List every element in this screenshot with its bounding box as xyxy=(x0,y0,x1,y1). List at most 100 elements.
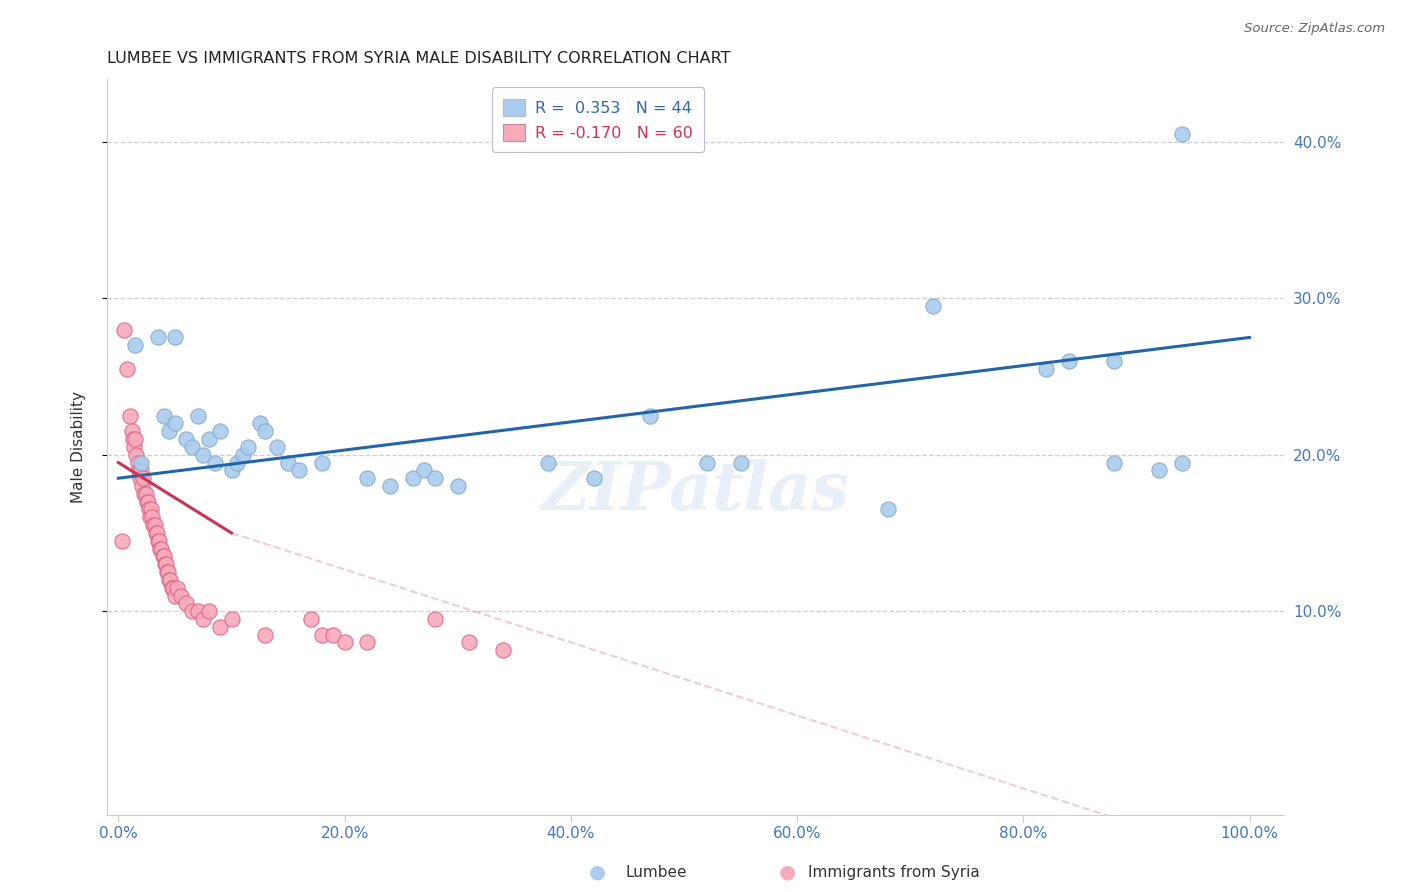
Point xyxy=(412,463,434,477)
Point xyxy=(198,432,221,446)
Point xyxy=(121,425,143,439)
Legend: R =  0.353   N = 44, R = -0.170   N = 60: R = 0.353 N = 44, R = -0.170 N = 60 xyxy=(492,87,704,153)
Point xyxy=(1035,361,1057,376)
Point xyxy=(1171,127,1194,141)
Point xyxy=(254,627,277,641)
Point xyxy=(1171,456,1194,470)
Point xyxy=(145,525,167,540)
Text: ●: ● xyxy=(589,863,606,882)
Point xyxy=(150,541,173,556)
Point xyxy=(128,471,150,485)
Point xyxy=(187,604,209,618)
Point xyxy=(117,361,139,376)
Text: ●: ● xyxy=(779,863,796,882)
Point xyxy=(131,479,153,493)
Point xyxy=(122,440,145,454)
Point xyxy=(311,627,333,641)
Point xyxy=(1147,463,1170,477)
Point xyxy=(163,330,186,344)
Point xyxy=(166,581,188,595)
Point xyxy=(146,525,169,540)
Point xyxy=(142,518,165,533)
Point xyxy=(1102,354,1125,368)
Text: Immigrants from Syria: Immigrants from Syria xyxy=(808,865,980,880)
Point xyxy=(139,510,162,524)
Point xyxy=(277,456,299,470)
Point xyxy=(180,440,202,454)
Point xyxy=(356,471,378,485)
Point xyxy=(204,456,226,470)
Point xyxy=(135,494,157,508)
Point xyxy=(132,471,155,485)
Point xyxy=(492,643,515,657)
Point xyxy=(696,456,718,470)
Point xyxy=(141,510,163,524)
Point xyxy=(401,471,423,485)
Point xyxy=(174,596,197,610)
Point xyxy=(447,479,470,493)
Point xyxy=(155,558,177,572)
Point xyxy=(127,456,149,470)
Point xyxy=(458,635,481,649)
Point xyxy=(149,541,172,556)
Point xyxy=(148,533,170,548)
Point xyxy=(1102,456,1125,470)
Point xyxy=(288,463,311,477)
Point xyxy=(160,581,183,595)
Point xyxy=(232,448,254,462)
Text: Lumbee: Lumbee xyxy=(626,865,688,880)
Point xyxy=(322,627,344,641)
Point xyxy=(124,338,146,352)
Point xyxy=(152,549,174,564)
Point xyxy=(135,487,157,501)
Point xyxy=(249,417,271,431)
Point xyxy=(138,502,160,516)
Point xyxy=(128,463,150,477)
Point xyxy=(134,487,156,501)
Point xyxy=(153,558,176,572)
Text: ZIPatlas: ZIPatlas xyxy=(541,458,849,524)
Point xyxy=(730,456,752,470)
Point xyxy=(122,432,145,446)
Point xyxy=(169,589,191,603)
Point xyxy=(118,409,141,423)
Point xyxy=(193,612,215,626)
Point xyxy=(423,612,446,626)
Y-axis label: Male Disability: Male Disability xyxy=(72,391,86,503)
Point xyxy=(157,565,180,579)
Text: Source: ZipAtlas.com: Source: ZipAtlas.com xyxy=(1244,22,1385,36)
Point xyxy=(146,330,169,344)
Point xyxy=(582,471,605,485)
Point xyxy=(180,604,202,618)
Point xyxy=(193,448,215,462)
Point xyxy=(221,612,243,626)
Point xyxy=(238,440,260,454)
Point xyxy=(1057,354,1080,368)
Point xyxy=(537,456,560,470)
Point xyxy=(124,432,146,446)
Point xyxy=(226,456,249,470)
Point xyxy=(157,573,180,587)
Point xyxy=(152,549,174,564)
Point xyxy=(125,448,148,462)
Text: LUMBEE VS IMMIGRANTS FROM SYRIA MALE DISABILITY CORRELATION CHART: LUMBEE VS IMMIGRANTS FROM SYRIA MALE DIS… xyxy=(107,51,731,66)
Point xyxy=(356,635,378,649)
Point xyxy=(209,620,232,634)
Point xyxy=(157,425,180,439)
Point xyxy=(111,533,134,548)
Point xyxy=(198,604,221,618)
Point xyxy=(254,425,277,439)
Point xyxy=(146,533,169,548)
Point xyxy=(159,573,181,587)
Point xyxy=(209,425,232,439)
Point xyxy=(876,502,898,516)
Point xyxy=(187,409,209,423)
Point xyxy=(163,589,186,603)
Point xyxy=(378,479,401,493)
Point xyxy=(156,565,179,579)
Point xyxy=(141,502,163,516)
Point xyxy=(112,323,135,337)
Point xyxy=(333,635,356,649)
Point xyxy=(638,409,661,423)
Point xyxy=(162,581,184,595)
